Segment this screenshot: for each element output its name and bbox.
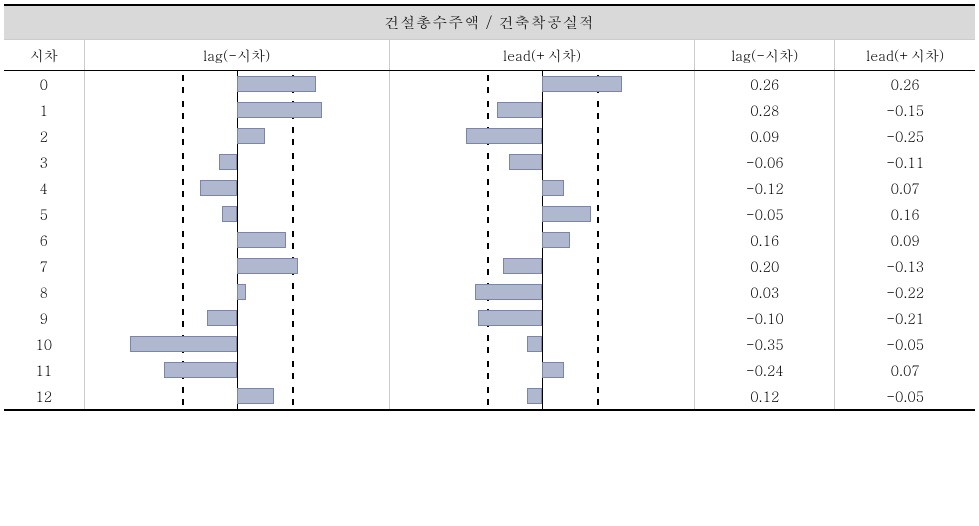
lag-value: 0.03 — [695, 279, 835, 305]
table-row: 1 0.28-0.15 — [4, 97, 975, 123]
lag-value: -0.05 — [695, 201, 835, 227]
lead-value: -0.05 — [835, 383, 975, 410]
header-idx: 시차 — [4, 40, 84, 71]
lag-value: -0.10 — [695, 305, 835, 331]
lead-bar-cell — [389, 227, 694, 253]
header-lead-chart: lead(+시차) — [389, 40, 694, 71]
lag-bar-cell — [84, 305, 389, 331]
table-title: 건설총수주액 / 건축착공실적 — [4, 5, 975, 40]
lag-value: 0.12 — [695, 383, 835, 410]
header-lag-chart: lag(-시차) — [84, 40, 389, 71]
lag-bar-cell — [84, 149, 389, 175]
lag-bar-cell — [84, 227, 389, 253]
lag-bar-cell — [84, 357, 389, 383]
lead-bar-cell — [389, 357, 694, 383]
row-index: 1 — [4, 97, 84, 123]
header-row: 시차 lag(-시차) lead(+시차) lag(-시차) lead(+시차) — [4, 40, 975, 71]
lag-value: -0.24 — [695, 357, 835, 383]
row-index: 3 — [4, 149, 84, 175]
header-lead-val: lead(+시차) — [835, 40, 975, 71]
lead-value: -0.13 — [835, 253, 975, 279]
lag-value: -0.35 — [695, 331, 835, 357]
row-index: 5 — [4, 201, 84, 227]
lead-bar-cell — [389, 253, 694, 279]
table-row: 9 -0.10-0.21 — [4, 305, 975, 331]
lead-bar-cell — [389, 331, 694, 357]
lag-value: -0.12 — [695, 175, 835, 201]
correlation-table: 건설총수주액 / 건축착공실적 시차 lag(-시차) lead(+시차) la… — [4, 4, 975, 411]
lead-value: 0.26 — [835, 71, 975, 98]
lag-value: -0.06 — [695, 149, 835, 175]
lag-value: 0.20 — [695, 253, 835, 279]
lead-value: -0.11 — [835, 149, 975, 175]
lead-bar-cell — [389, 149, 694, 175]
row-index: 10 — [4, 331, 84, 357]
lag-value: 0.09 — [695, 123, 835, 149]
table-row: 5 -0.050.16 — [4, 201, 975, 227]
lag-bar-cell — [84, 331, 389, 357]
row-index: 11 — [4, 357, 84, 383]
row-index: 7 — [4, 253, 84, 279]
lead-bar-cell — [389, 97, 694, 123]
header-lag-val: lag(-시차) — [695, 40, 835, 71]
lag-bar-cell — [84, 383, 389, 410]
lead-bar-cell — [389, 383, 694, 410]
row-index: 0 — [4, 71, 84, 98]
lead-bar-cell — [389, 123, 694, 149]
lag-value: 0.28 — [695, 97, 835, 123]
lag-bar-cell — [84, 123, 389, 149]
lag-value: 0.26 — [695, 71, 835, 98]
lead-bar-cell — [389, 201, 694, 227]
row-index: 8 — [4, 279, 84, 305]
table-row: 12 0.12-0.05 — [4, 383, 975, 410]
table-row: 8 0.03-0.22 — [4, 279, 975, 305]
lag-bar-cell — [84, 201, 389, 227]
lead-value: -0.05 — [835, 331, 975, 357]
table-row: 6 0.160.09 — [4, 227, 975, 253]
lead-value: -0.15 — [835, 97, 975, 123]
lead-value: -0.25 — [835, 123, 975, 149]
lead-value: 0.16 — [835, 201, 975, 227]
lead-bar-cell — [389, 279, 694, 305]
lead-value: 0.09 — [835, 227, 975, 253]
lag-bar-cell — [84, 71, 389, 98]
row-index: 12 — [4, 383, 84, 410]
lead-bar-cell — [389, 175, 694, 201]
table-row: 3 -0.06-0.11 — [4, 149, 975, 175]
table-row: 0 0.260.26 — [4, 71, 975, 98]
lag-bar-cell — [84, 253, 389, 279]
table-row: 4 -0.120.07 — [4, 175, 975, 201]
lag-bar-cell — [84, 279, 389, 305]
lag-bar-cell — [84, 97, 389, 123]
lead-bar-cell — [389, 305, 694, 331]
lag-value: 0.16 — [695, 227, 835, 253]
row-index: 4 — [4, 175, 84, 201]
lead-bar-cell — [389, 71, 694, 98]
lag-bar-cell — [84, 175, 389, 201]
lead-value: -0.21 — [835, 305, 975, 331]
row-index: 6 — [4, 227, 84, 253]
lead-value: 0.07 — [835, 175, 975, 201]
row-index: 2 — [4, 123, 84, 149]
table-row: 11 -0.240.07 — [4, 357, 975, 383]
lead-value: -0.22 — [835, 279, 975, 305]
table-row: 10 -0.35-0.05 — [4, 331, 975, 357]
lead-value: 0.07 — [835, 357, 975, 383]
table-row: 7 0.20-0.13 — [4, 253, 975, 279]
table-row: 2 0.09-0.25 — [4, 123, 975, 149]
row-index: 9 — [4, 305, 84, 331]
